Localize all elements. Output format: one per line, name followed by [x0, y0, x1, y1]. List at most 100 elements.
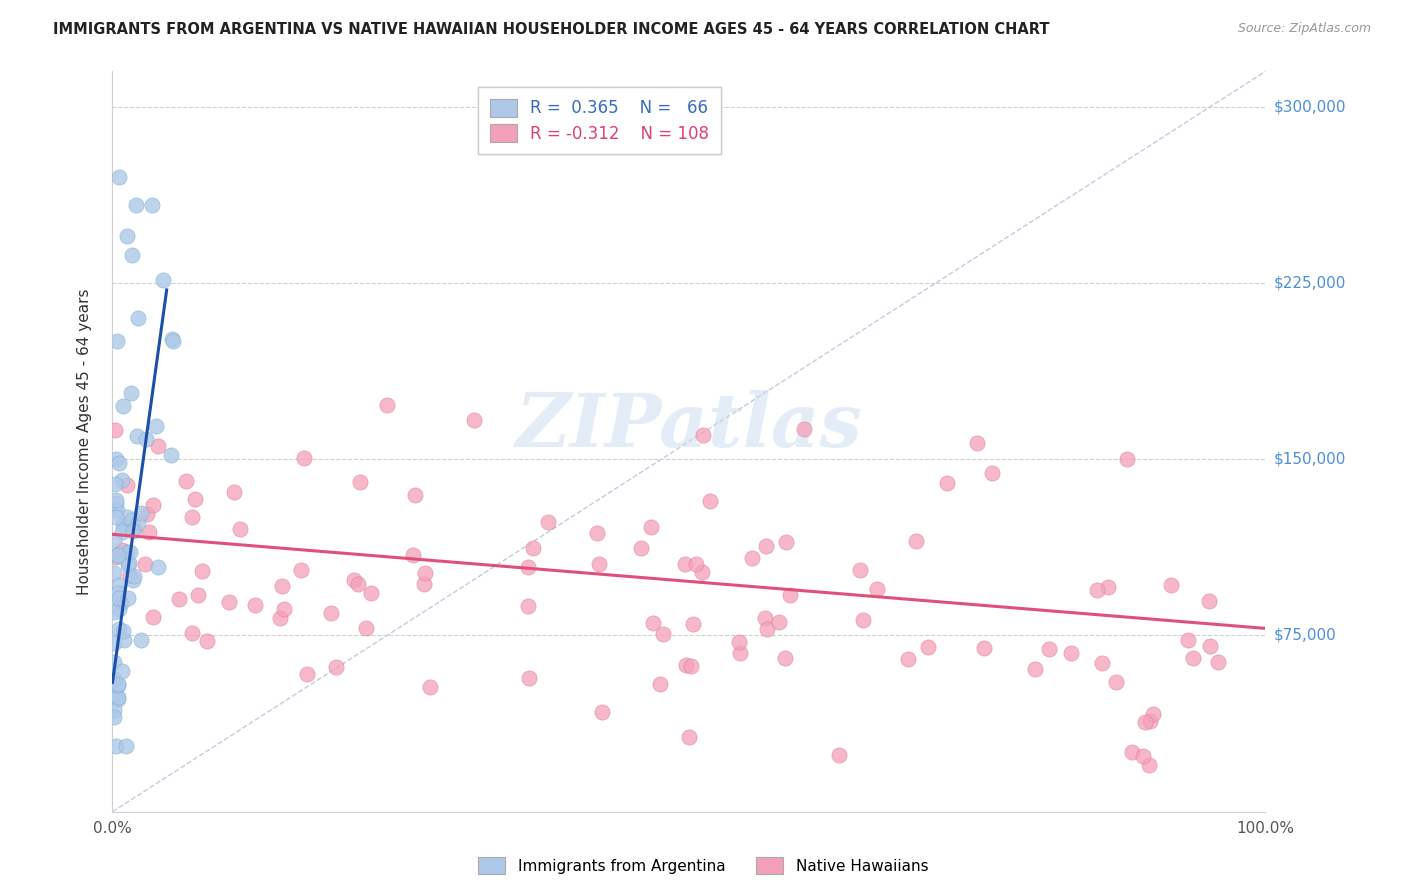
- Point: [1097, 580, 1119, 594]
- Point: [343, 573, 366, 587]
- Text: IMMIGRANTS FROM ARGENTINA VS NATIVE HAWAIIAN HOUSEHOLDER INCOME AGES 45 - 64 YEA: IMMIGRANTS FROM ARGENTINA VS NATIVE HAWA…: [53, 22, 1050, 37]
- Point: [181, 626, 204, 640]
- Point: [160, 332, 183, 346]
- Point: [643, 615, 665, 630]
- Point: [1060, 646, 1083, 660]
- Point: [852, 613, 875, 627]
- Point: [104, 423, 127, 437]
- Point: [105, 334, 128, 349]
- Point: [1198, 593, 1220, 607]
- Point: [325, 659, 347, 673]
- Point: [162, 334, 184, 348]
- Point: [849, 563, 872, 577]
- Point: [321, 606, 343, 620]
- Point: [675, 658, 697, 673]
- Point: [122, 524, 145, 538]
- Text: $225,000: $225,000: [1274, 276, 1346, 291]
- Point: [218, 595, 240, 609]
- Point: [107, 549, 129, 563]
- Point: [159, 448, 181, 462]
- Point: [347, 577, 370, 591]
- Point: [290, 563, 312, 577]
- Point: [108, 602, 131, 616]
- Point: [117, 591, 139, 605]
- Point: [124, 521, 146, 535]
- Point: [1024, 662, 1046, 676]
- Point: [110, 596, 132, 610]
- Point: [141, 198, 163, 212]
- Point: [768, 615, 790, 629]
- Point: [270, 579, 292, 593]
- Point: [779, 588, 801, 602]
- Point: [103, 710, 125, 724]
- Point: [360, 586, 382, 600]
- Point: [121, 512, 143, 526]
- Point: [115, 739, 138, 753]
- Point: [1137, 757, 1160, 772]
- Point: [108, 622, 131, 636]
- Point: [402, 548, 425, 562]
- Point: [1085, 582, 1108, 597]
- Point: [1142, 707, 1164, 722]
- Point: [148, 439, 170, 453]
- Point: [297, 667, 319, 681]
- Point: [1104, 675, 1126, 690]
- Point: [120, 385, 142, 400]
- Point: [1139, 714, 1161, 728]
- Point: [699, 493, 721, 508]
- Point: [103, 533, 125, 547]
- Point: [127, 516, 149, 530]
- Point: [224, 485, 246, 500]
- Point: [1116, 452, 1139, 467]
- Point: [131, 632, 153, 647]
- Point: [1038, 642, 1060, 657]
- Point: [103, 566, 125, 581]
- Point: [904, 534, 927, 549]
- Point: [110, 473, 132, 487]
- Point: [120, 545, 142, 559]
- Point: [197, 634, 219, 648]
- Point: [111, 665, 134, 679]
- Point: [107, 678, 129, 692]
- Point: [104, 687, 127, 701]
- Point: [127, 311, 149, 326]
- Point: [105, 509, 128, 524]
- Point: [728, 646, 751, 660]
- Point: [152, 273, 174, 287]
- Legend: Immigrants from Argentina, Native Hawaiians: Immigrants from Argentina, Native Hawaii…: [472, 851, 934, 880]
- Point: [127, 429, 149, 443]
- Point: [516, 599, 538, 613]
- Point: [108, 170, 131, 185]
- Point: [678, 730, 700, 744]
- Point: [111, 542, 134, 557]
- Text: ZIPatlas: ZIPatlas: [516, 391, 862, 463]
- Point: [110, 525, 132, 540]
- Point: [773, 651, 796, 665]
- Point: [640, 520, 662, 534]
- Point: [586, 526, 609, 541]
- Point: [180, 509, 202, 524]
- Point: [111, 624, 134, 638]
- Point: [630, 541, 652, 556]
- Point: [104, 493, 127, 508]
- Point: [775, 535, 797, 549]
- Point: [243, 599, 266, 613]
- Point: [134, 557, 156, 571]
- Point: [108, 578, 131, 592]
- Point: [419, 680, 441, 694]
- Point: [115, 510, 138, 524]
- Point: [648, 677, 671, 691]
- Point: [537, 516, 560, 530]
- Y-axis label: Householder Income Ages 45 - 64 years: Householder Income Ages 45 - 64 years: [77, 288, 91, 595]
- Point: [754, 610, 776, 624]
- Point: [682, 617, 704, 632]
- Point: [191, 564, 214, 578]
- Point: [129, 506, 152, 520]
- Point: [917, 640, 939, 654]
- Point: [1091, 656, 1114, 670]
- Point: [1121, 745, 1143, 759]
- Point: [897, 652, 920, 666]
- Point: [755, 539, 778, 553]
- Point: [793, 422, 815, 436]
- Text: $150,000: $150,000: [1274, 451, 1346, 467]
